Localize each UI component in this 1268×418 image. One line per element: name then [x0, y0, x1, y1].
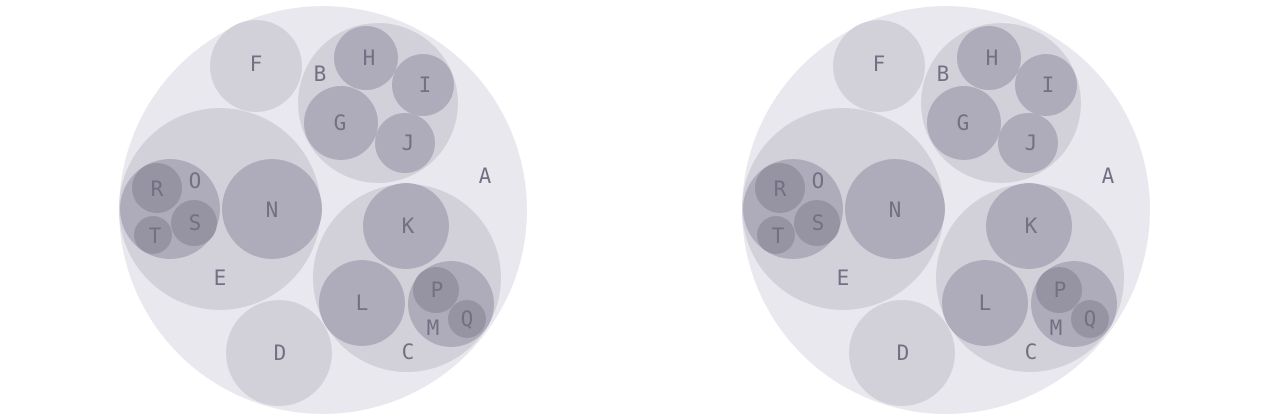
- label-f-left: F: [250, 52, 263, 76]
- label-g-right: G: [957, 111, 970, 135]
- circle-j-right: [998, 113, 1058, 173]
- label-j-left: J: [402, 131, 415, 155]
- label-h-left: H: [363, 46, 376, 70]
- circle-i-right: [1015, 54, 1077, 116]
- circle-k-right: [986, 183, 1072, 269]
- label-s-left: S: [189, 211, 202, 235]
- label-l-left: L: [356, 291, 369, 315]
- label-a-right: A: [1102, 164, 1115, 188]
- circle-packing-diagram-right: A F B H I G J E O R S T N C K L MPQ D: [742, 6, 1150, 414]
- label-j-right: J: [1025, 131, 1038, 155]
- label-m-left: M: [427, 316, 440, 340]
- label-e-left: E: [214, 266, 227, 290]
- label-e-right: E: [837, 266, 850, 290]
- circle-l-left: [319, 260, 405, 346]
- label-n-left: N: [266, 198, 279, 222]
- label-i-right: I: [1042, 73, 1055, 97]
- label-r-left: R: [151, 177, 164, 201]
- label-k-right: K: [1025, 214, 1038, 238]
- circle-k-left: [363, 183, 449, 269]
- circle-g-right: [927, 86, 1001, 160]
- circle-t-left: [134, 216, 172, 254]
- circle-h-left: [334, 26, 398, 90]
- label-b-right: B: [937, 62, 950, 86]
- label-i-left: I: [419, 73, 432, 97]
- circle-q-left: [448, 300, 486, 338]
- label-s-right: S: [812, 211, 825, 235]
- circle-r-right: [755, 163, 805, 213]
- circle-packing-diagram-left: A F B H I G J E O R S T N C K L MPQ D: [119, 6, 527, 414]
- label-c-left: C: [402, 340, 415, 364]
- circle-p-left: [413, 267, 459, 313]
- label-o-right: O: [812, 169, 825, 193]
- circle-n-left: [222, 159, 322, 259]
- label-h-right: H: [986, 46, 999, 70]
- circle-s-right: [794, 200, 840, 246]
- circle-f-left: [210, 20, 302, 112]
- label-a-left: A: [479, 164, 492, 188]
- circle-d-right: [849, 300, 955, 406]
- label-d-right: D: [897, 341, 910, 365]
- label-m-right: M: [1050, 316, 1063, 340]
- circle-j-left: [375, 113, 435, 173]
- label-g-left: G: [334, 111, 347, 135]
- circle-r-left: [132, 163, 182, 213]
- circle-q-right: [1071, 300, 1109, 338]
- circle-n-right: [845, 159, 945, 259]
- label-n-right: N: [889, 198, 902, 222]
- circle-h-right: [957, 26, 1021, 90]
- label-p-left: P: [431, 278, 444, 302]
- circle-g-left: [304, 86, 378, 160]
- circle-d-left: [226, 300, 332, 406]
- circle-t-right: [757, 216, 795, 254]
- circle-i-left: [392, 54, 454, 116]
- label-d-left: D: [274, 341, 287, 365]
- circle-l-right: [942, 260, 1028, 346]
- label-f-right: F: [873, 52, 886, 76]
- label-k-left: K: [402, 214, 415, 238]
- label-t-left: T: [149, 224, 162, 248]
- label-q-left: Q: [461, 307, 474, 331]
- label-o-left: O: [189, 169, 202, 193]
- label-c-right: C: [1025, 340, 1038, 364]
- circle-p-right: [1036, 267, 1082, 313]
- label-t-right: T: [772, 224, 785, 248]
- circle-f-right: [833, 20, 925, 112]
- label-l-right: L: [979, 291, 992, 315]
- label-q-right: Q: [1084, 307, 1097, 331]
- label-r-right: R: [774, 177, 787, 201]
- label-p-right: P: [1054, 278, 1067, 302]
- label-b-left: B: [314, 62, 327, 86]
- circle-s-left: [171, 200, 217, 246]
